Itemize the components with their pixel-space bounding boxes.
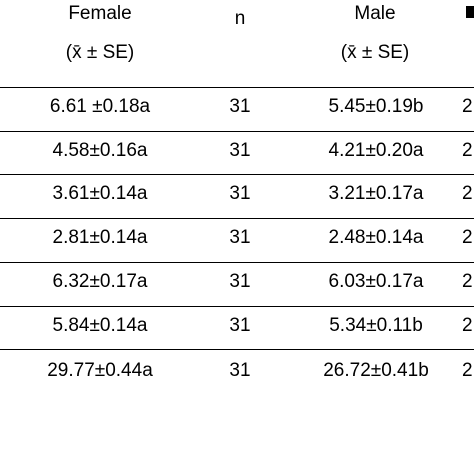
female-cell: 4.58±0.16a (52, 140, 148, 161)
male-cell: 4.21±0.20a (328, 140, 424, 161)
male-stat-header: (x̄ ± SE) (340, 42, 410, 63)
table-rule (0, 349, 474, 350)
cropped-right-cell: 2 (462, 227, 473, 248)
table-rule (0, 306, 474, 307)
n-cell: 31 (229, 227, 251, 248)
male-cell: 5.34±0.11b (329, 315, 423, 336)
table-rule (0, 174, 474, 175)
female-column-header: Female (68, 3, 132, 24)
table-rule (0, 262, 474, 263)
cropped-right-cell: 2 (462, 183, 473, 204)
n-cell: 31 (229, 315, 251, 336)
male-cell: 2.48±0.14a (328, 227, 424, 248)
female-stat-header: (x̄ ± SE) (65, 42, 135, 63)
male-cell: 3.21±0.17a (328, 183, 424, 204)
n-cell: 31 (229, 183, 251, 204)
female-cell: 5.84±0.14a (52, 315, 148, 336)
female-cell: 6.32±0.17a (52, 271, 148, 292)
female-cell: 6.61 ±0.18a (49, 96, 151, 117)
n-column-header: n (234, 8, 246, 29)
table-row: 0 5.84±0.14a 31 5.34±0.11b 2 (0, 311, 474, 341)
table-row: 3 2.81±0.14a 31 2.48±0.14a 2 (0, 223, 474, 253)
table-rule (0, 131, 474, 132)
male-cell: 5.45±0.19b (328, 96, 424, 117)
n-cell: 31 (229, 140, 251, 161)
table-row: 3 3.61±0.14a 31 3.21±0.17a 2 (0, 179, 474, 209)
cropped-right-cell: 2 (462, 360, 473, 381)
table-rule (0, 218, 474, 219)
female-cell: 2.81±0.14a (52, 227, 148, 248)
cropped-right-cell: 2 (462, 315, 473, 336)
n-cell: 31 (229, 360, 251, 381)
cropped-right-cell: 2 (462, 271, 473, 292)
male-cell: 26.72±0.41b (323, 360, 429, 381)
table-row: 0 6.32±0.17a 31 6.03±0.17a 2 (0, 267, 474, 297)
cropped-header-mark (466, 6, 474, 18)
male-cell: 6.03±0.17a (328, 271, 424, 292)
n-cell: 31 (229, 96, 251, 117)
table-row: 4 6.61 ±0.18a 31 5.45±0.19b 2 (0, 92, 474, 122)
n-cell: 31 (229, 271, 251, 292)
table-rule (0, 87, 474, 88)
female-cell: 3.61±0.14a (52, 183, 148, 204)
table-row: 3 4.58±0.16a 31 4.21±0.20a 2 (0, 136, 474, 166)
male-column-header: Male (354, 3, 396, 24)
female-cell: 29.77±0.44a (47, 360, 153, 381)
table-row: 0 29.77±0.44a 31 26.72±0.41b 2 (0, 356, 474, 386)
cropped-right-cell: 2 (462, 96, 473, 117)
cropped-right-cell: 2 (462, 140, 473, 161)
